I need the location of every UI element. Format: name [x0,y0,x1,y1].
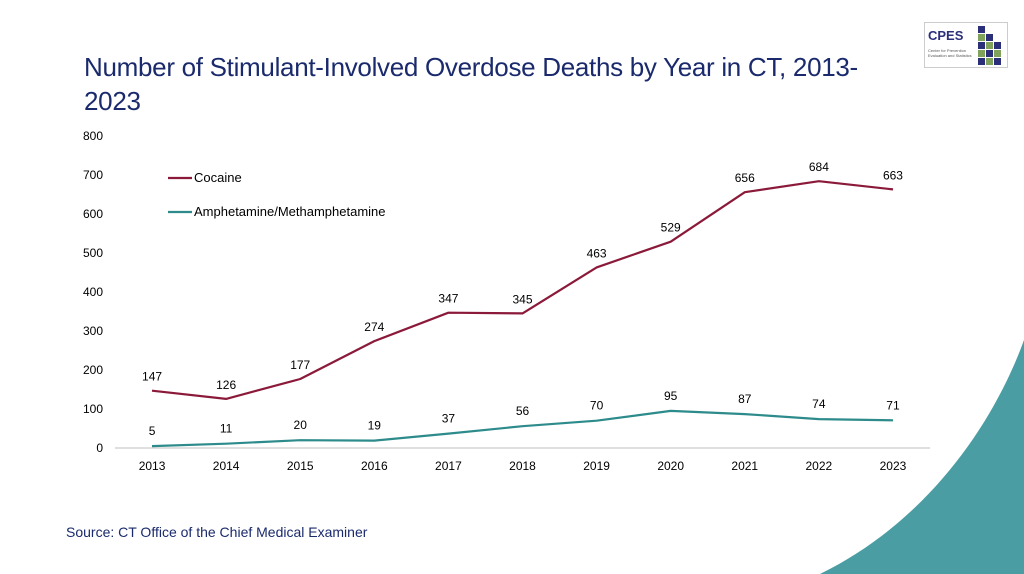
x-tick-label: 2018 [509,459,536,473]
legend-label: Cocaine [194,170,242,185]
data-label: 20 [294,418,308,432]
x-tick-label: 2021 [731,459,758,473]
y-tick-label: 0 [96,441,103,455]
data-label: 5 [149,424,156,438]
data-label: 95 [664,389,678,403]
x-tick-label: 2013 [139,459,166,473]
x-tick-label: 2016 [361,459,388,473]
data-label: 126 [216,378,236,392]
x-tick-label: 2015 [287,459,314,473]
data-label: 87 [738,392,752,406]
page-title: Number of Stimulant-Involved Overdose De… [84,52,858,116]
data-label: 529 [661,221,681,235]
data-label: 56 [516,404,530,418]
logo-subtext: Center for Prevention Evaluation and Sta… [928,48,972,58]
data-label: 71 [886,398,900,412]
y-tick-label: 600 [83,207,103,221]
data-label: 684 [809,160,829,174]
y-tick-label: 700 [83,168,103,182]
data-label: 347 [438,292,458,306]
x-tick-label: 2014 [213,459,240,473]
data-label: 37 [442,412,456,426]
data-label: 656 [735,171,755,185]
logo-graphic [924,22,1008,68]
source-note: Source: CT Office of the Chief Medical E… [66,524,368,540]
y-tick-label: 300 [83,324,103,338]
data-label: 463 [587,246,607,260]
y-tick-label: 800 [83,129,103,143]
data-label: 177 [290,358,310,372]
data-label: 74 [812,397,826,411]
data-label: 274 [364,320,384,334]
x-tick-label: 2019 [583,459,610,473]
y-tick-label: 200 [83,363,103,377]
legend-label: Amphetamine/Methamphetamine [194,204,386,219]
x-tick-label: 2020 [657,459,684,473]
cpes-logo: CPES Center for Prevention Evaluation an… [924,22,1008,68]
x-tick-label: 2023 [880,459,907,473]
data-label: 147 [142,370,162,384]
data-label: 345 [512,292,532,306]
logo-text: CPES [928,28,964,43]
y-tick-label: 100 [83,402,103,416]
data-label: 663 [883,168,903,182]
y-tick-label: 500 [83,246,103,260]
x-tick-label: 2022 [806,459,833,473]
data-label: 70 [590,399,604,413]
x-tick-label: 2017 [435,459,462,473]
y-tick-label: 400 [83,285,103,299]
data-label: 19 [368,419,382,433]
data-label: 11 [220,422,233,436]
